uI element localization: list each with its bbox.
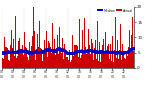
- Legend: Median, Actual: Median, Actual: [97, 9, 133, 13]
